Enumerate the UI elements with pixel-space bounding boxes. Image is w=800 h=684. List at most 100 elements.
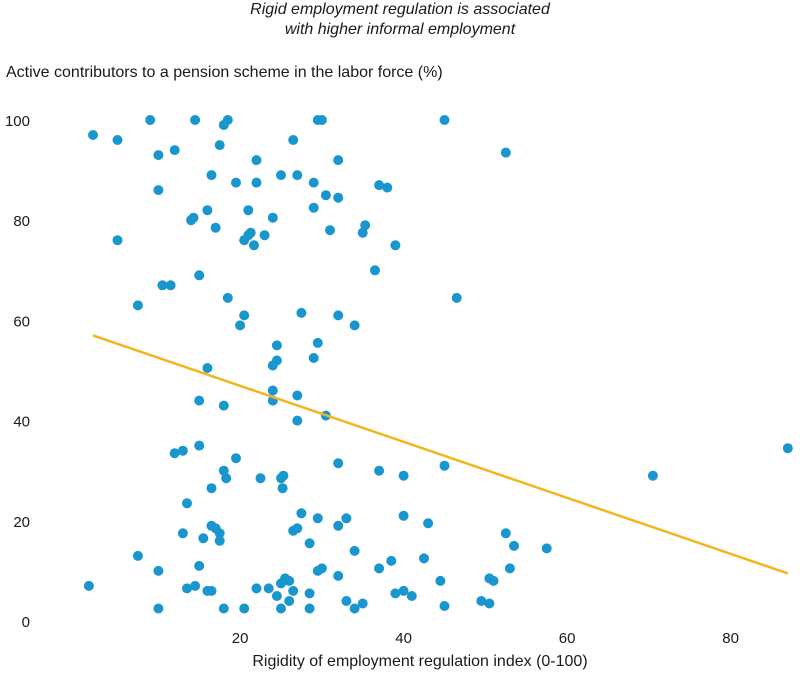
x-axis-label: Rigidity of employment regulation index … bbox=[252, 653, 588, 670]
data-point bbox=[292, 170, 303, 181]
data-point bbox=[509, 540, 519, 551]
data-point bbox=[218, 603, 229, 614]
data-point bbox=[292, 523, 303, 534]
data-point bbox=[647, 470, 658, 481]
data-point bbox=[374, 180, 385, 191]
data-point bbox=[231, 177, 241, 188]
data-point bbox=[206, 483, 217, 494]
data-point bbox=[249, 240, 259, 251]
axes: 0 20 40 60 80 100 20 40 60 80 bbox=[5, 113, 739, 647]
data-point bbox=[333, 155, 344, 166]
data-point bbox=[153, 150, 164, 161]
data-point bbox=[239, 235, 250, 246]
data-point bbox=[153, 185, 164, 196]
data-point bbox=[333, 458, 344, 469]
data-point bbox=[288, 135, 299, 145]
data-point bbox=[284, 575, 295, 586]
data-point bbox=[308, 353, 319, 363]
data-point bbox=[374, 563, 385, 574]
data-point bbox=[112, 135, 123, 145]
data-point bbox=[239, 310, 250, 321]
data-point bbox=[177, 445, 188, 456]
data-point bbox=[320, 190, 331, 201]
data-point bbox=[349, 545, 360, 556]
x-tick-label: 20 bbox=[232, 630, 249, 647]
data-point bbox=[360, 220, 371, 231]
data-point bbox=[398, 585, 409, 596]
data-point bbox=[451, 292, 462, 303]
data-point bbox=[145, 115, 156, 125]
data-point bbox=[194, 440, 205, 451]
data-point bbox=[206, 170, 217, 181]
data-point bbox=[83, 580, 94, 591]
data-point bbox=[296, 307, 307, 318]
data-point bbox=[251, 177, 262, 188]
data-point bbox=[333, 570, 344, 581]
data-point bbox=[169, 448, 180, 459]
data-point bbox=[169, 145, 180, 156]
data-point bbox=[88, 130, 98, 140]
data-point bbox=[267, 385, 278, 396]
data-point bbox=[406, 591, 417, 601]
y-tick-label: 100 bbox=[5, 113, 30, 130]
y-tick-label: 60 bbox=[13, 313, 30, 330]
data-point bbox=[271, 340, 282, 351]
data-point bbox=[398, 470, 409, 481]
data-point bbox=[218, 400, 229, 411]
data-point bbox=[398, 510, 409, 521]
data-point bbox=[182, 498, 192, 509]
data-point bbox=[245, 227, 256, 238]
data-point bbox=[316, 563, 327, 574]
data-point bbox=[255, 473, 266, 484]
data-point bbox=[194, 395, 205, 406]
data-point bbox=[504, 563, 515, 574]
data-point bbox=[182, 583, 192, 594]
data-point bbox=[222, 115, 233, 125]
data-point bbox=[357, 598, 368, 609]
chart-title-line-1: Rigid employment regulation is associate… bbox=[250, 1, 550, 18]
data-point bbox=[341, 596, 352, 606]
data-point bbox=[308, 202, 319, 213]
data-point bbox=[251, 155, 262, 166]
x-tick-label: 60 bbox=[559, 630, 576, 647]
y-tick-label: 80 bbox=[13, 213, 30, 230]
data-point bbox=[251, 583, 262, 594]
data-point bbox=[202, 205, 213, 216]
data-point bbox=[267, 360, 278, 371]
data-point bbox=[541, 543, 552, 554]
data-point bbox=[423, 518, 434, 529]
x-tick-label: 40 bbox=[395, 630, 412, 647]
data-point bbox=[194, 270, 205, 281]
data-point bbox=[333, 310, 344, 321]
data-point bbox=[222, 292, 233, 303]
data-point bbox=[439, 460, 450, 471]
data-point bbox=[190, 580, 201, 591]
data-point bbox=[267, 212, 278, 223]
data-point bbox=[218, 465, 229, 476]
data-point bbox=[276, 603, 286, 614]
data-point bbox=[390, 588, 401, 599]
data-point bbox=[202, 363, 213, 373]
chart-title: Rigid employment regulation is associate… bbox=[0, 0, 800, 40]
data-point bbox=[271, 591, 282, 601]
data-point bbox=[435, 575, 446, 586]
y-axis-label: Active contributors to a pension scheme … bbox=[6, 64, 443, 81]
data-point bbox=[190, 115, 201, 125]
data-point bbox=[374, 465, 385, 476]
data-point bbox=[263, 583, 274, 594]
data-point bbox=[221, 473, 232, 484]
data-point bbox=[231, 453, 241, 464]
data-point bbox=[292, 390, 303, 401]
data-point bbox=[277, 483, 288, 494]
data-point bbox=[206, 585, 217, 596]
y-tick-label: 40 bbox=[13, 414, 30, 431]
data-point bbox=[304, 538, 315, 549]
data-point bbox=[316, 115, 327, 125]
data-point bbox=[370, 265, 380, 276]
data-point bbox=[210, 222, 221, 233]
data-point bbox=[259, 230, 270, 241]
data-point bbox=[278, 470, 289, 481]
data-point bbox=[308, 177, 319, 188]
data-point bbox=[390, 240, 401, 251]
data-point bbox=[341, 513, 352, 524]
